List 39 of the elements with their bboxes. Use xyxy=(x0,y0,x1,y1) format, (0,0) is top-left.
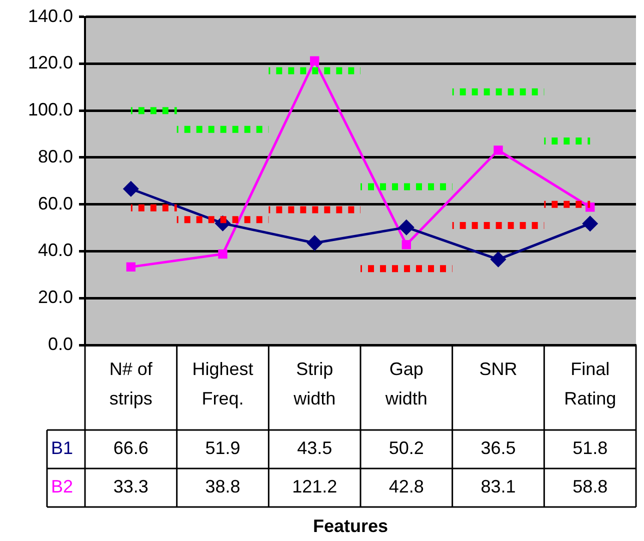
y-tick-label: 40.0 xyxy=(38,240,73,260)
y-tick-label: 120.0 xyxy=(28,52,73,73)
text: B2 xyxy=(51,476,74,497)
x-tick-label: SNR xyxy=(479,358,518,379)
data-label: 83.1 xyxy=(480,476,516,497)
data-label: 51.8 xyxy=(572,438,608,458)
point xyxy=(218,249,228,259)
x-tick-label: Strip width xyxy=(292,358,336,409)
data-label: 42.8 xyxy=(388,476,424,497)
data-label: 66.6 xyxy=(113,438,148,458)
point xyxy=(494,146,503,155)
data-label: 38.8 xyxy=(205,476,240,497)
data-label: 58.8 xyxy=(572,476,608,497)
data-label: 36.5 xyxy=(480,438,516,458)
y-tick-label: 140.0 xyxy=(28,6,73,26)
data-label: 51.9 xyxy=(205,438,240,458)
point xyxy=(398,219,414,236)
data-label: 33.3 xyxy=(113,476,148,497)
y-tick-label: 60.0 xyxy=(38,193,73,214)
point xyxy=(402,240,412,250)
x-tick-label: Gap width xyxy=(384,358,428,409)
x-tick-label: Final Rating xyxy=(564,358,616,409)
y-tick-label: 0.0 xyxy=(48,334,73,354)
point xyxy=(582,216,598,232)
point xyxy=(490,251,506,268)
data-label: 43.5 xyxy=(297,438,332,458)
point xyxy=(310,56,320,66)
point xyxy=(306,235,323,252)
point xyxy=(122,180,139,197)
x-tick-label: Highest Freq. xyxy=(192,358,254,409)
data-label: 121.2 xyxy=(292,476,338,497)
text: B1 xyxy=(51,438,74,458)
y-tick-label: 20.0 xyxy=(38,287,73,308)
data-label: 50.2 xyxy=(388,438,424,458)
point xyxy=(126,262,136,272)
x-tick-label: N# of strips xyxy=(109,358,154,409)
y-tick-label: 80.0 xyxy=(38,146,73,166)
y-tick-label: 100.0 xyxy=(28,100,73,120)
text: Features xyxy=(312,516,388,536)
